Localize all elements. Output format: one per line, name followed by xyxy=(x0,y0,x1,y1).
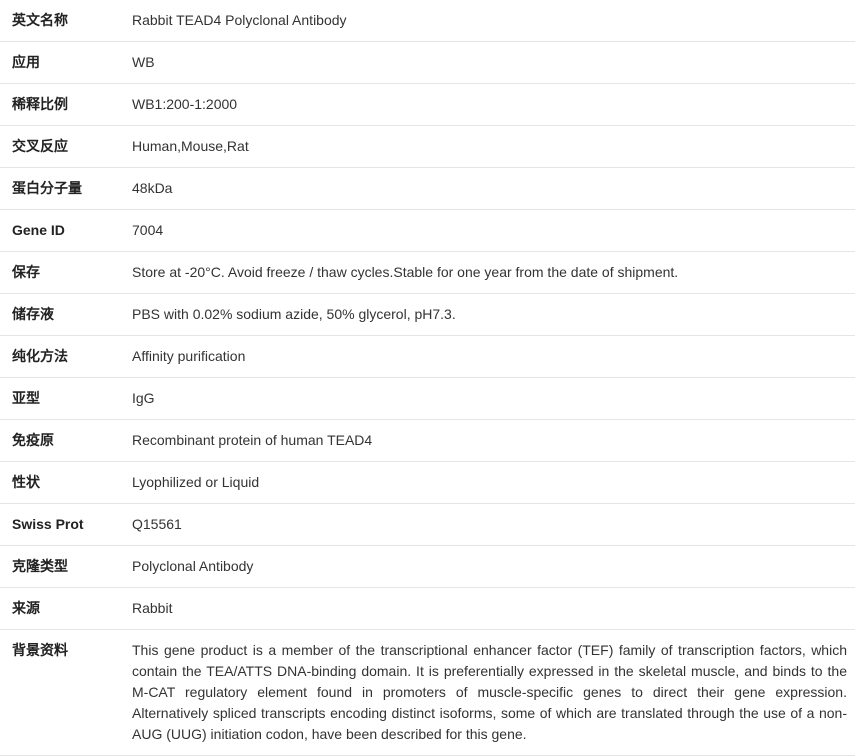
row-value: Polyclonal Antibody xyxy=(120,546,855,588)
row-value: Rabbit xyxy=(120,588,855,630)
spec-table: 英文名称Rabbit TEAD4 Polyclonal Antibody应用WB… xyxy=(0,0,855,756)
row-label: 蛋白分子量 xyxy=(0,168,120,210)
row-value: 7004 xyxy=(120,210,855,252)
row-value: Rabbit TEAD4 Polyclonal Antibody xyxy=(120,0,855,42)
row-label: 背景资料 xyxy=(0,630,120,756)
table-row: 背景资料This gene product is a member of the… xyxy=(0,630,855,756)
table-row: 保存Store at -20°C. Avoid freeze / thaw cy… xyxy=(0,252,855,294)
row-label: 亚型 xyxy=(0,378,120,420)
row-value: IgG xyxy=(120,378,855,420)
row-value: Affinity purification xyxy=(120,336,855,378)
table-row: 储存液PBS with 0.02% sodium azide, 50% glyc… xyxy=(0,294,855,336)
table-row: 应用WB xyxy=(0,42,855,84)
row-value: Lyophilized or Liquid xyxy=(120,462,855,504)
row-label: 克隆类型 xyxy=(0,546,120,588)
table-row: 蛋白分子量48kDa xyxy=(0,168,855,210)
row-value: WB xyxy=(120,42,855,84)
table-row: 英文名称Rabbit TEAD4 Polyclonal Antibody xyxy=(0,0,855,42)
row-value: 48kDa xyxy=(120,168,855,210)
row-value: This gene product is a member of the tra… xyxy=(120,630,855,756)
table-row: 稀释比例WB1:200-1:2000 xyxy=(0,84,855,126)
row-label: Swiss Prot xyxy=(0,504,120,546)
row-value: Human,Mouse,Rat xyxy=(120,126,855,168)
row-label: 应用 xyxy=(0,42,120,84)
row-label: 纯化方法 xyxy=(0,336,120,378)
row-value: Store at -20°C. Avoid freeze / thaw cycl… xyxy=(120,252,855,294)
table-row: 免疫原Recombinant protein of human TEAD4 xyxy=(0,420,855,462)
row-label: 性状 xyxy=(0,462,120,504)
spec-table-body: 英文名称Rabbit TEAD4 Polyclonal Antibody应用WB… xyxy=(0,0,855,756)
row-label: 交叉反应 xyxy=(0,126,120,168)
row-label: 免疫原 xyxy=(0,420,120,462)
table-row: Swiss ProtQ15561 xyxy=(0,504,855,546)
row-value: WB1:200-1:2000 xyxy=(120,84,855,126)
table-row: Gene ID7004 xyxy=(0,210,855,252)
row-value: Q15561 xyxy=(120,504,855,546)
row-label: Gene ID xyxy=(0,210,120,252)
table-row: 来源Rabbit xyxy=(0,588,855,630)
row-label: 英文名称 xyxy=(0,0,120,42)
table-row: 交叉反应Human,Mouse,Rat xyxy=(0,126,855,168)
row-label: 保存 xyxy=(0,252,120,294)
row-value: Recombinant protein of human TEAD4 xyxy=(120,420,855,462)
row-value: PBS with 0.02% sodium azide, 50% glycero… xyxy=(120,294,855,336)
row-label: 来源 xyxy=(0,588,120,630)
table-row: 纯化方法Affinity purification xyxy=(0,336,855,378)
table-row: 克隆类型Polyclonal Antibody xyxy=(0,546,855,588)
table-row: 性状Lyophilized or Liquid xyxy=(0,462,855,504)
row-label: 稀释比例 xyxy=(0,84,120,126)
row-label: 储存液 xyxy=(0,294,120,336)
table-row: 亚型IgG xyxy=(0,378,855,420)
